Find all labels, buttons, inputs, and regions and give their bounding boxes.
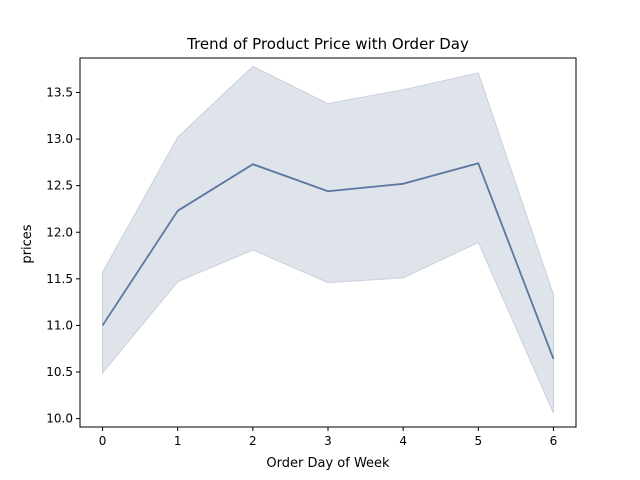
confidence-band <box>102 65 554 414</box>
y-axis-label: prices <box>20 224 35 263</box>
x-tick-label: 5 <box>474 434 482 448</box>
x-tick-label: 1 <box>174 434 182 448</box>
y-tick-label: 13.5 <box>46 85 73 99</box>
x-tick-label: 2 <box>249 434 257 448</box>
x-tick-label: 0 <box>99 434 107 448</box>
y-tick-label: 10.0 <box>46 412 73 426</box>
y-axis: 10.0 10.5 11.0 11.5 12.0 12.5 13.0 13.5 <box>46 85 80 426</box>
x-tick-label: 3 <box>324 434 332 448</box>
y-tick-label: 12.5 <box>46 179 73 193</box>
x-axis: 0 1 2 3 4 5 6 <box>99 427 558 448</box>
x-tick-label: 6 <box>550 434 558 448</box>
plot-area <box>101 65 555 414</box>
y-tick-label: 12.0 <box>46 225 73 239</box>
y-tick-label: 13.0 <box>46 132 73 146</box>
x-tick-label: 4 <box>399 434 407 448</box>
y-tick-label: 10.5 <box>46 365 73 379</box>
y-tick-label: 11.5 <box>46 272 73 286</box>
x-axis-label: Order Day of Week <box>266 456 390 471</box>
y-tick-label: 11.0 <box>46 318 73 332</box>
chart-title: Trend of Product Price with Order Day <box>186 35 469 53</box>
